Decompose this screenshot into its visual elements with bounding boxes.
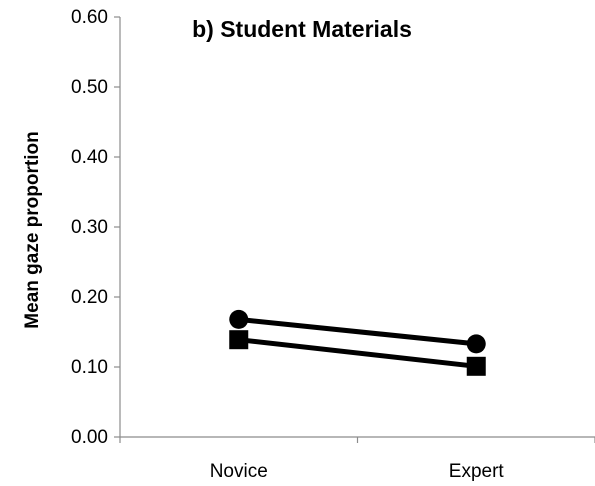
series-2-point (466, 356, 486, 376)
y-tick-label: 0.40 (71, 147, 108, 168)
y-tick-label: 0.10 (71, 357, 108, 378)
series-2-line (238, 337, 477, 369)
y-tick-label: 0.20 (71, 287, 108, 308)
y-tick-label: 0.00 (71, 427, 108, 448)
x-tick-label: Expert (449, 461, 505, 482)
y-tick-label: 0.30 (71, 217, 108, 238)
series-2-point (229, 330, 249, 350)
x-axis-ticks: Novice Expert (119, 437, 595, 482)
series-layer (229, 309, 486, 376)
y-tick-label: 0.60 (71, 7, 108, 28)
series-1-point (229, 309, 249, 329)
chart-title: b) Student Materials (192, 16, 412, 42)
series-1-point (466, 334, 486, 354)
series-1-line (238, 316, 477, 347)
x-tick-label: Novice (210, 461, 268, 482)
y-tick-label: 0.50 (71, 77, 108, 98)
y-axis-label: Mean gaze proportion (22, 131, 43, 328)
y-axis-ticks: 0.00 0.10 0.20 0.30 0.40 0.50 0.60 (71, 7, 120, 448)
